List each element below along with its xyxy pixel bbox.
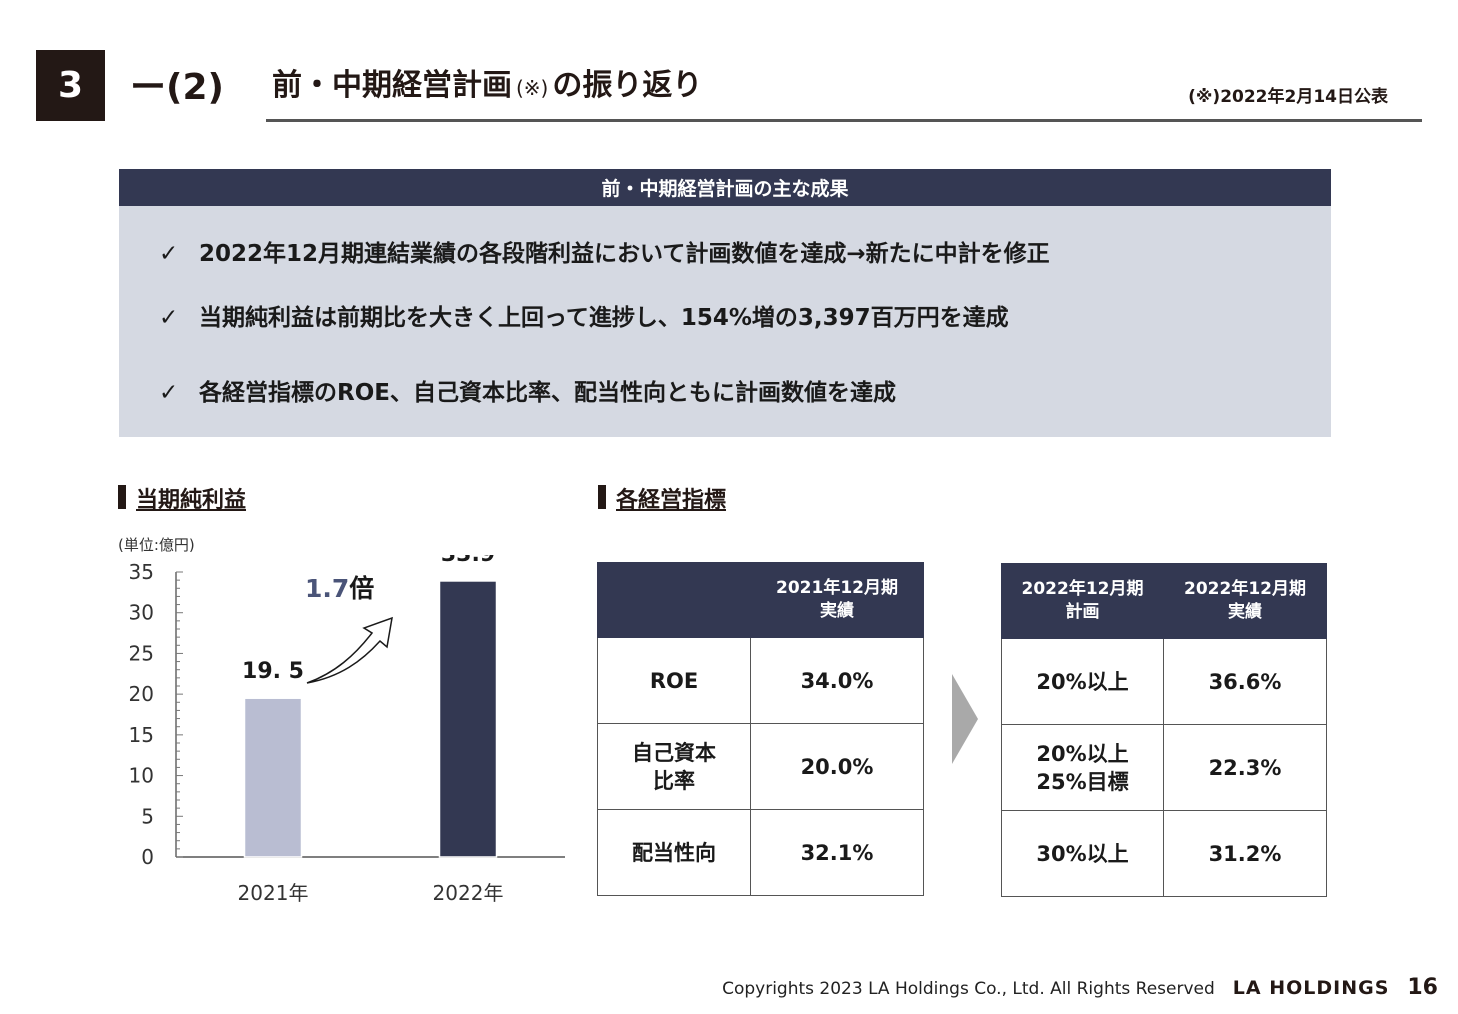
kpi-label-bar bbox=[598, 485, 606, 509]
title-divider bbox=[266, 119, 1422, 122]
section-number-badge: 3 bbox=[36, 50, 105, 121]
kpi-cell-value: 36.6% bbox=[1163, 638, 1327, 725]
net-income-chart: 0 5 10 15 20 25 30 35 19. 5 2021年 33.9 2022年 1.7倍 bbox=[129, 555, 565, 905]
y-tick-label: 5 bbox=[141, 804, 154, 828]
net-income-label: 当期純利益 bbox=[136, 488, 247, 513]
kpi-cell-value: 31.2% bbox=[1163, 810, 1327, 897]
x-category-label: 2022年 bbox=[433, 881, 504, 905]
brand-logo: LA HOLDINGS bbox=[1232, 977, 1390, 999]
page-title-main: 前・中期経営計画 bbox=[272, 68, 512, 103]
summary-item: ✓ 各経営指標のROE、自己資本比率、配当性向ともに計画数値を達成 bbox=[159, 373, 896, 407]
y-tick-label: 35 bbox=[129, 560, 154, 584]
kpi-cell-plan: 30%以上 bbox=[1001, 810, 1164, 897]
kpi-cell-value: 32.1% bbox=[750, 809, 924, 896]
summary-heading: 前・中期経営計画の主な成果 bbox=[119, 169, 1331, 206]
kpi-row-label: 自己資本 比率 bbox=[597, 723, 751, 810]
page-number: 16 bbox=[1407, 975, 1438, 1000]
x-category-label: 2021年 bbox=[238, 881, 309, 905]
summary-box: ✓ 2022年12月期連結業績の各段階利益において計画数値を達成→新たに中計を修正… bbox=[119, 206, 1331, 437]
summary-item-text: 各経営指標のROE、自己資本比率、配当性向ともに計画数値を達成 bbox=[199, 380, 896, 406]
section-subnumber: ー(2) bbox=[130, 67, 224, 108]
chart-unit-label: (単位:億円) bbox=[118, 536, 195, 554]
y-tick-label: 30 bbox=[129, 601, 154, 625]
y-tick-label: 20 bbox=[129, 682, 154, 706]
summary-item-text: 2022年12月期連結業績の各段階利益において計画数値を達成→新たに中計を修正 bbox=[199, 241, 1050, 267]
kpi-header-2022-plan: 2022年12月期 計画 bbox=[1001, 563, 1164, 639]
kpi-header-2021-actual: 2021年12月期 実績 bbox=[750, 562, 924, 638]
bar-value-label: 33.9 bbox=[441, 555, 495, 567]
summary-item: ✓ 2022年12月期連結業績の各段階利益において計画数値を達成→新たに中計を修正 bbox=[159, 234, 1050, 268]
check-icon: ✓ bbox=[159, 305, 179, 331]
y-tick-label: 25 bbox=[129, 641, 154, 665]
kpi-cell-plan: 20%以上 25%目標 bbox=[1001, 724, 1164, 811]
y-tick-label: 10 bbox=[129, 764, 154, 788]
summary-item: ✓ 当期純利益は前期比を大きく上回って進捗し、154%増の3,397百万円を達成 bbox=[159, 298, 1009, 332]
kpi-header-empty bbox=[597, 562, 751, 638]
summary-item-text: 当期純利益は前期比を大きく上回って進捗し、154%増の3,397百万円を達成 bbox=[199, 305, 1009, 331]
bar bbox=[243, 697, 303, 858]
y-tick-label: 15 bbox=[129, 723, 154, 747]
bar bbox=[438, 580, 498, 858]
net-income-label-bar bbox=[118, 485, 126, 509]
check-icon: ✓ bbox=[159, 241, 179, 267]
growth-multiplier-label: 1.7倍 bbox=[305, 574, 374, 603]
kpi-row-label: 配当性向 bbox=[597, 809, 751, 896]
footer: Copyrights 2023 LA Holdings Co., Ltd. Al… bbox=[722, 975, 1438, 1000]
kpi-cell-value: 34.0% bbox=[750, 637, 924, 724]
kpi-cell-value: 22.3% bbox=[1163, 724, 1327, 811]
kpi-cell-value: 20.0% bbox=[750, 723, 924, 810]
publication-note: (※)2022年2月14日公表 bbox=[1188, 87, 1388, 107]
y-tick-label: 0 bbox=[141, 845, 154, 869]
kpi-label: 各経営指標 bbox=[616, 488, 727, 513]
page-title-note: (※) bbox=[516, 76, 549, 100]
growth-arrow-icon bbox=[306, 616, 393, 684]
check-icon: ✓ bbox=[159, 380, 179, 406]
page-title-tail: の振り返り bbox=[552, 68, 703, 103]
bar-value-label: 19. 5 bbox=[242, 659, 304, 684]
copyright-text: Copyrights 2023 LA Holdings Co., Ltd. Al… bbox=[722, 979, 1215, 999]
kpi-header-2022-actual: 2022年12月期 実績 bbox=[1163, 563, 1327, 639]
kpi-cell-plan: 20%以上 bbox=[1001, 638, 1164, 725]
kpi-table-2022: 2022年12月期 計画 2022年12月期 実績 20%以上 36.6% 20… bbox=[1001, 563, 1327, 897]
kpi-row-label: ROE bbox=[597, 637, 751, 724]
right-arrow-icon bbox=[952, 674, 978, 764]
kpi-table-2021: 2021年12月期 実績 ROE 34.0% 自己資本 比率 20.0% 配当性… bbox=[597, 562, 924, 896]
page-title: 前・中期経営計画 (※) の振り返り bbox=[272, 60, 702, 104]
